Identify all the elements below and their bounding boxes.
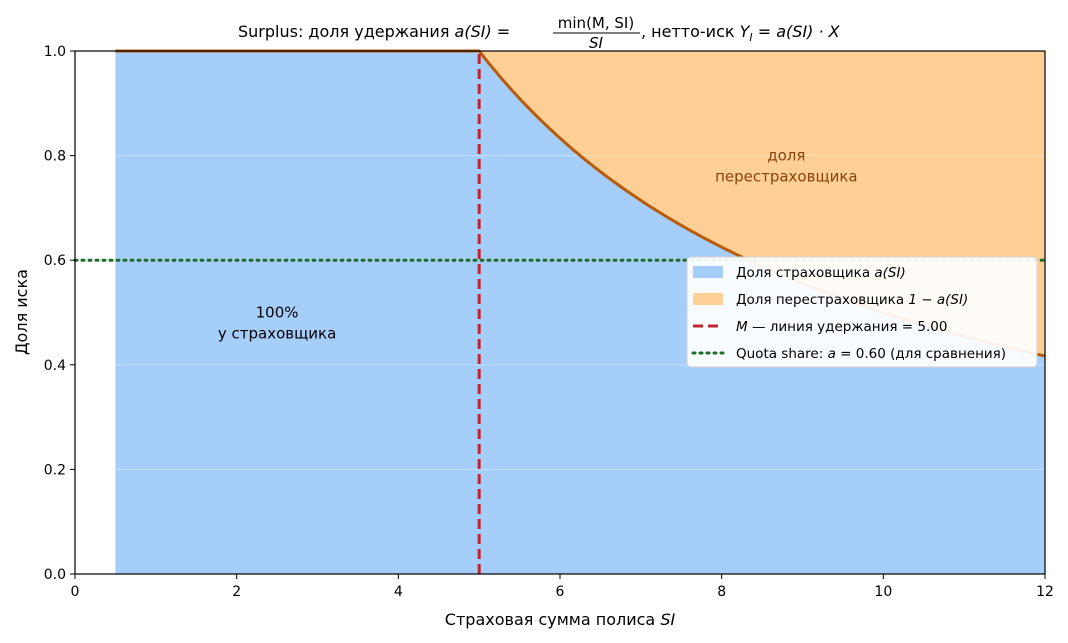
title-net-rhs: = a(SI) · X [753, 22, 841, 41]
legend-swatch-insurer [693, 266, 723, 278]
insurer-annotation-line2: у страховщика [218, 325, 336, 343]
legend-item-label: Доля страховщика a(SI) [736, 265, 906, 281]
legend: Доля страховщика a(SI) Доля перестраховщи… [686, 256, 1038, 368]
title-prefix: Surplus: доля удержания [238, 22, 455, 41]
y-tick-label: 0.0 [44, 567, 66, 583]
x-tick-label: 12 [1036, 584, 1054, 600]
svg-text:, нетто-иск YI = a(SI) · X: , нетто-иск YI = a(SI) · X [641, 22, 841, 44]
title-frac-den: SI [589, 34, 604, 52]
svg-text:Surplus: доля удержания a(SI): Surplus: доля удержания a(SI) = [238, 22, 510, 41]
reinsurer-annotation-line1: доля [767, 147, 805, 165]
x-tick-label: 4 [394, 584, 403, 600]
x-tick-label: 2 [232, 584, 241, 600]
legend-box [686, 256, 1038, 368]
reinsurer-annotation-line2: перестраховщика [715, 168, 858, 186]
y-tick-label: 0.4 [44, 358, 66, 374]
x-tick-label: 0 [71, 584, 80, 600]
x-tick-label: 10 [874, 584, 892, 600]
insurer-share-area [115, 51, 1045, 574]
x-tick-label: 8 [717, 584, 726, 600]
legend-item-label: M — линия удержания = 5.00 [736, 319, 947, 335]
y-tick-label: 0.2 [44, 462, 66, 478]
title-suffix-label: , нетто-иск [641, 22, 740, 41]
plot-area: 0 2 4 6 8 10 12 0.0 0.2 0.4 0.6 0.8 1.0 доля перестрах… [44, 44, 1054, 600]
y-axis-label: Доля иска [12, 269, 31, 355]
legend-item-label: Доля перестраховщика 1 − a(SI) [736, 292, 968, 308]
legend-swatch-reinsurer [693, 293, 723, 305]
x-tick-label: 6 [556, 584, 565, 600]
y-tick-label: 0.6 [44, 253, 66, 269]
title-frac-num: min(M, SI) [558, 14, 634, 32]
title-a-of-si: a(SI) = [455, 22, 511, 41]
legend-item-label: Quota share: a = 0.60 (для сравнения) [736, 346, 1006, 362]
x-axis-label: Страховая сумма полиса SI [445, 610, 676, 629]
title-net-y: Y [740, 22, 751, 41]
y-tick-label: 1.0 [44, 44, 66, 60]
insurer-annotation-line1: 100% [256, 304, 299, 322]
title-net-sub: I [749, 31, 752, 44]
chart-title: Surplus: доля удержания a(SI) = min(M, S… [238, 14, 841, 52]
y-tick-label: 0.8 [44, 149, 66, 165]
